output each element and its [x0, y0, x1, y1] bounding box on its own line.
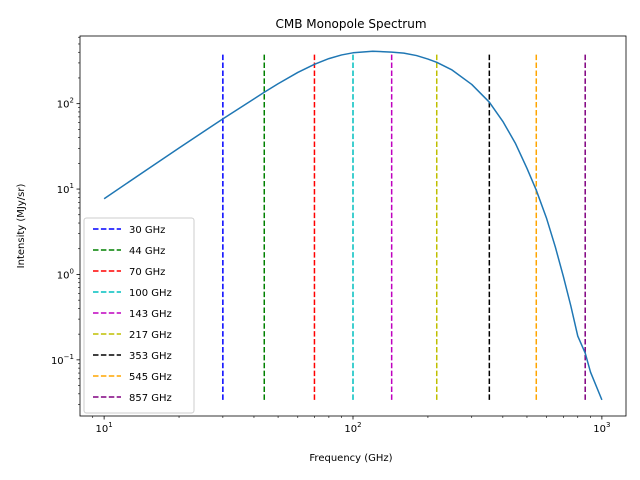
legend-label: 70 GHz [129, 267, 165, 278]
y-tick-exponent: −1 [64, 353, 74, 361]
legend-label: 217 GHz [129, 330, 172, 341]
y-tick-exponent: 0 [70, 267, 74, 275]
y-tick-label: 101 [57, 182, 74, 196]
y-tick-label: 100 [57, 267, 74, 281]
series-line-0 [103, 50, 603, 401]
y-axis-label: Intensity (MJy/sr) [16, 184, 27, 269]
legend-label: 44 GHz [129, 246, 165, 257]
legend-label: 857 GHz [129, 393, 172, 404]
legend-label: 353 GHz [129, 351, 172, 362]
legend-box [83, 217, 195, 414]
chart-title: CMB Monopole Spectrum [275, 17, 426, 31]
y-tick-exponent: 1 [70, 182, 74, 190]
x-tick-exponent: 3 [606, 421, 610, 429]
y-tick-label: 10−1 [51, 353, 74, 367]
x-axis-label: Frequency (GHz) [309, 453, 392, 464]
y-tick-exponent: 2 [70, 97, 74, 105]
x-tick-label: 103 [593, 421, 610, 435]
legend-label: 545 GHz [129, 372, 172, 383]
legend-label: 30 GHz [129, 225, 165, 236]
x-tick-exponent: 1 [108, 421, 112, 429]
legend: 30 GHz 44 GHz 70 GHz 100 GHz 143 GHz 217 GHz 3… [83, 217, 195, 414]
plot-area [103, 50, 603, 401]
x-tick-label: 102 [344, 421, 361, 435]
x-tick-exponent: 2 [357, 421, 361, 429]
legend-label: 100 GHz [129, 288, 172, 299]
legend-label: 143 GHz [129, 309, 172, 320]
x-tick-label: 101 [96, 421, 113, 435]
y-tick-label: 102 [57, 97, 74, 111]
